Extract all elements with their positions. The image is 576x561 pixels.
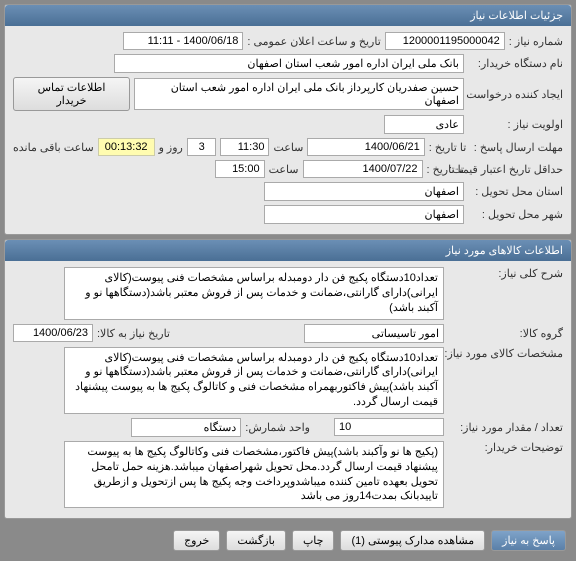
back-button[interactable]: بازگشت <box>226 530 286 551</box>
priority-value: عادی <box>384 115 464 134</box>
qty-value: 10 <box>334 418 444 436</box>
delivery-city-value: اصفهان <box>264 205 464 224</box>
panel1-title: جزئیات اطلاعات نیاز <box>5 5 571 26</box>
delivery-city-label: شهر محل تحویل : <box>468 208 563 221</box>
need-details-panel: جزئیات اطلاعات نیاز شماره نیاز : 1200001… <box>4 4 572 235</box>
desc-label: شرح کلی نیاز: <box>448 267 563 280</box>
buyer-notes-value: (پکیج ها نو وآکبند باشد)پیش فاکتور،مشخصا… <box>64 441 444 508</box>
reply-button[interactable]: پاسخ به نیاز <box>491 530 566 551</box>
reply-date-value: 1400/06/21 <box>307 138 424 156</box>
to-date-label-1: تا تاریخ : <box>429 141 466 154</box>
qty-label: تعداد / مقدار مورد نیاز: <box>448 421 563 434</box>
contact-buyer-button[interactable]: اطلاعات تماس خریدار <box>13 77 130 111</box>
print-button[interactable]: چاپ <box>292 530 335 551</box>
reply-deadline-label: مهلت ارسال پاسخ : <box>470 141 563 154</box>
exit-button[interactable]: خروج <box>173 530 220 551</box>
footer-buttons: پاسخ به نیاز مشاهده مدارک پیوستی (1) چاپ… <box>173 530 566 551</box>
need-date-value: 1400/06/23 <box>13 324 93 342</box>
saat-label-1: ساعت <box>273 141 303 154</box>
desc-value: تعداد10دستگاه پکیج فن دار دومبدله براساس… <box>64 267 444 320</box>
validity-date-value: 1400/07/22 <box>303 160 423 178</box>
item-spec-label: مشخصات کالای مورد نیاز: <box>448 347 563 360</box>
announce-value: 1400/06/18 - 11:11 <box>123 32 243 50</box>
days-value: 3 <box>187 138 217 156</box>
attachments-button[interactable]: مشاهده مدارک پیوستی (1) <box>340 530 485 551</box>
validity-label: حداقل تاریخ اعتبار قیمت: <box>468 163 563 176</box>
need-no-label: شماره نیاز : <box>509 35 563 48</box>
panel1-body: شماره نیاز : 1200001195000042 تاریخ و سا… <box>5 26 571 234</box>
need-no-value: 1200001195000042 <box>385 32 505 50</box>
days-label: روز و <box>159 141 183 154</box>
saat-label-2: ساعت <box>269 163 299 176</box>
delivery-prov-label: استان محل تحویل : <box>468 185 563 198</box>
buyer-org-label: نام دستگاه خریدار: <box>468 57 563 70</box>
group-value: امور تاسیساتی <box>304 324 444 343</box>
remain-label: ساعت باقی مانده <box>13 141 94 154</box>
panel2-title: اطلاعات کالاهای مورد نیاز <box>5 240 571 261</box>
buyer-notes-label: توضیحات خریدار: <box>448 441 563 454</box>
validity-time-value: 15:00 <box>215 160 265 178</box>
need-date-label: تاریخ نیاز به کالا: <box>97 327 170 340</box>
item-spec-value: تعداد10دستگاه پکیج فن دار دومبدله براساس… <box>64 347 444 414</box>
group-label: گروه کالا: <box>448 327 563 340</box>
panel2-body: شرح کلی نیاز: تعداد10دستگاه پکیج فن دار … <box>5 261 571 518</box>
unit-label: واحد شمارش: <box>245 421 310 434</box>
announce-label: تاریخ و ساعت اعلان عمومی : <box>247 35 380 48</box>
unit-value: دستگاه <box>131 418 241 437</box>
buyer-org-value: بانک ملی ایران اداره امور شعب استان اصفه… <box>114 54 464 73</box>
countdown-value: 00:13:32 <box>98 138 155 156</box>
delivery-prov-value: اصفهان <box>264 182 464 201</box>
need-items-panel: اطلاعات کالاهای مورد نیاز شرح کلی نیاز: … <box>4 239 572 519</box>
priority-label: اولویت نیاز : <box>468 118 563 131</box>
requester-value: حسین صفدریان کارپرداز بانک ملی ایران ادا… <box>134 78 464 110</box>
to-date-label-2: تا تاریخ : <box>427 163 464 176</box>
requester-label: ایجاد کننده درخواست : <box>468 88 563 101</box>
reply-time-value: 11:30 <box>220 138 269 156</box>
